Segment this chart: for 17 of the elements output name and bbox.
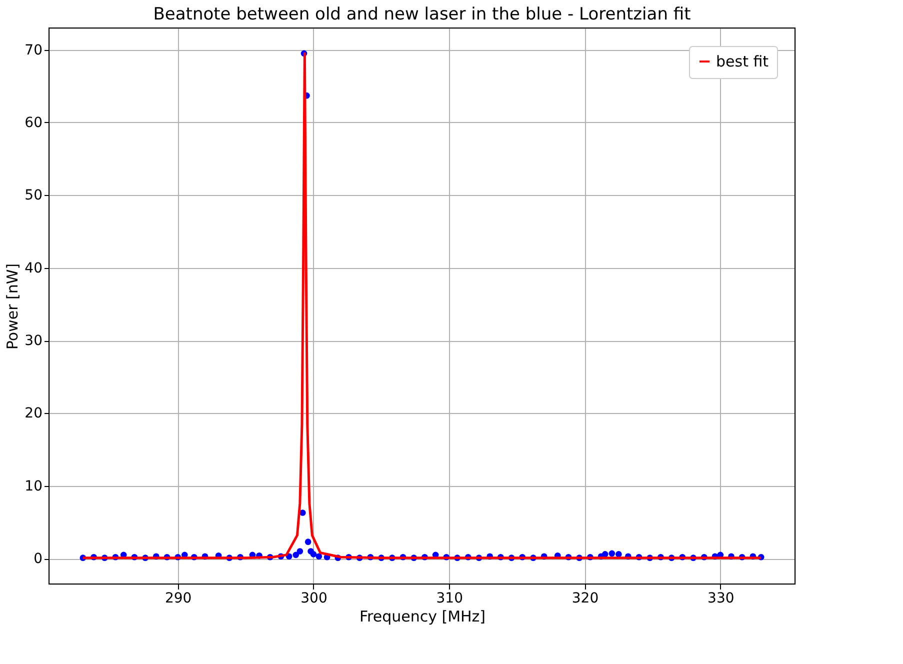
y-tick-label: 0 — [34, 551, 42, 568]
y-tick-label: 30 — [24, 333, 42, 350]
y-tick-label: 40 — [24, 260, 42, 276]
y-tick-label: 20 — [24, 406, 42, 422]
x-tick-label: 320 — [572, 590, 599, 606]
chart-title: Beatnote between old and new laser in the blue - Lorentzian fit — [153, 4, 692, 24]
legend-label: best fit — [716, 52, 769, 70]
x-axis-title: Frequency [MHz] — [359, 608, 486, 626]
y-tick-label: 60 — [24, 114, 42, 131]
y-tick-label: 70 — [24, 42, 42, 58]
x-tick-label: 330 — [708, 590, 734, 606]
y-axis-title: Power [nW] — [4, 263, 22, 350]
x-tick-label: 290 — [164, 590, 192, 606]
y-tick-label: 10 — [24, 478, 42, 494]
y-tick-label: 50 — [24, 188, 42, 204]
x-tick-label: 300 — [300, 590, 328, 606]
x-tick-label: 310 — [436, 590, 463, 606]
